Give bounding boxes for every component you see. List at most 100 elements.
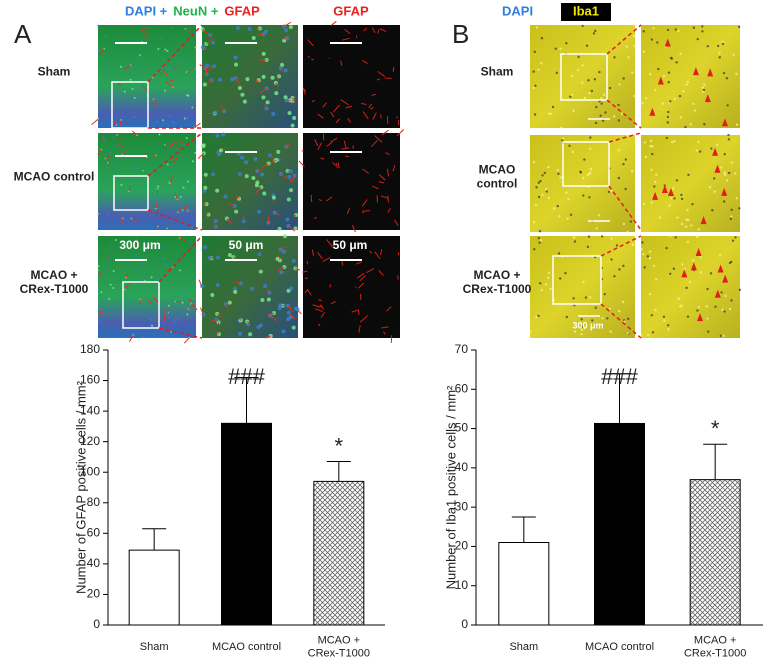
fiber [172,156,178,165]
cell-dot [630,170,634,173]
x-tick-label: Sham [509,641,538,653]
fiber [357,272,365,279]
micrograph-bg [98,133,196,230]
cell-dot [283,68,288,73]
arrowhead [695,248,702,257]
cell-dot [669,272,672,275]
error-bar [234,377,259,424]
zoom-line [158,327,203,339]
cell-dot [719,166,723,169]
cell-dot [573,240,577,243]
cell-dot [641,102,644,105]
cell-dot [532,221,536,224]
significance-label: * [711,416,720,441]
zoom-line [608,185,642,231]
cell-dot [723,310,726,313]
cell-dot [642,253,645,256]
cell-dot [701,25,704,28]
cell-dot [653,185,656,188]
cell-dot [271,111,276,116]
cell-dot [631,243,635,247]
arrowhead [681,269,688,278]
fiber [190,303,198,311]
cell-dot [696,309,699,312]
micrograph [640,234,742,338]
cell-dot [97,24,100,27]
cell-dot [675,179,679,182]
cell-dot [571,150,575,154]
cell-dot [537,181,540,184]
cell-dot [644,97,648,100]
cell-dot [202,188,207,193]
fiber [148,299,152,304]
y-axis-label: Number of Iba1 positive cells / mm² [443,385,458,589]
fiber [370,140,378,148]
cell-dot [100,291,103,294]
fiber [345,155,349,158]
cell-dot [291,325,296,330]
cell-dot [289,286,294,291]
stain-label: NeuN + [173,3,219,18]
cell-dot [579,171,583,174]
cell-dot [216,255,221,260]
cell-dot [572,297,575,300]
fiber [318,299,322,301]
cell-dot [697,140,700,144]
cell-dot [674,28,678,31]
cell-dot [568,144,571,148]
cell-dot [179,269,182,272]
y-tick-label: 40 [455,460,469,474]
cell-dot [293,226,298,231]
fiber [199,307,204,315]
fiber [346,207,351,215]
cell-dot [112,137,115,140]
cell-dot [559,277,562,280]
cell-dot [188,305,191,308]
cell-dot [98,49,101,52]
fiber [371,93,377,96]
fiber [235,195,240,200]
fiber [116,135,120,141]
cell-dot [673,140,676,143]
cell-dot [167,304,170,307]
fiber [97,270,103,276]
cell-dot [133,116,136,119]
cell-dot [684,125,687,129]
cell-dot [566,217,569,220]
fiber [141,27,148,32]
fiber [142,31,149,38]
cell-dot [618,309,621,313]
cell-dot [610,258,613,261]
cell-dot [723,173,727,176]
cell-dot [106,213,109,216]
cell-dot [699,150,702,153]
cell-dot [730,299,733,302]
cell-dot [557,172,560,175]
micrograph [298,129,405,233]
cell-dot [576,68,580,72]
error-bar [511,516,536,543]
micrograph [97,130,197,230]
fiber [374,251,381,260]
fiber [359,315,368,323]
cell-dot [194,46,197,49]
cell-dot [544,283,548,286]
cell-dot [714,305,717,308]
fiber [362,211,365,214]
fiber [207,64,213,67]
cell-dot [676,216,679,219]
cell-dot [271,195,276,200]
cell-dot [730,215,733,218]
scale-label: 50 μm [333,238,368,252]
cell-dot [544,187,548,191]
fiber [277,266,285,272]
fiber [169,176,174,184]
cell-dot [706,44,710,48]
fiber [303,88,307,92]
fiber [269,154,275,159]
micrograph [199,21,298,128]
cell-dot [690,224,693,227]
cell-dot [189,199,192,202]
fiber [202,202,207,205]
cell-dot [666,115,670,119]
